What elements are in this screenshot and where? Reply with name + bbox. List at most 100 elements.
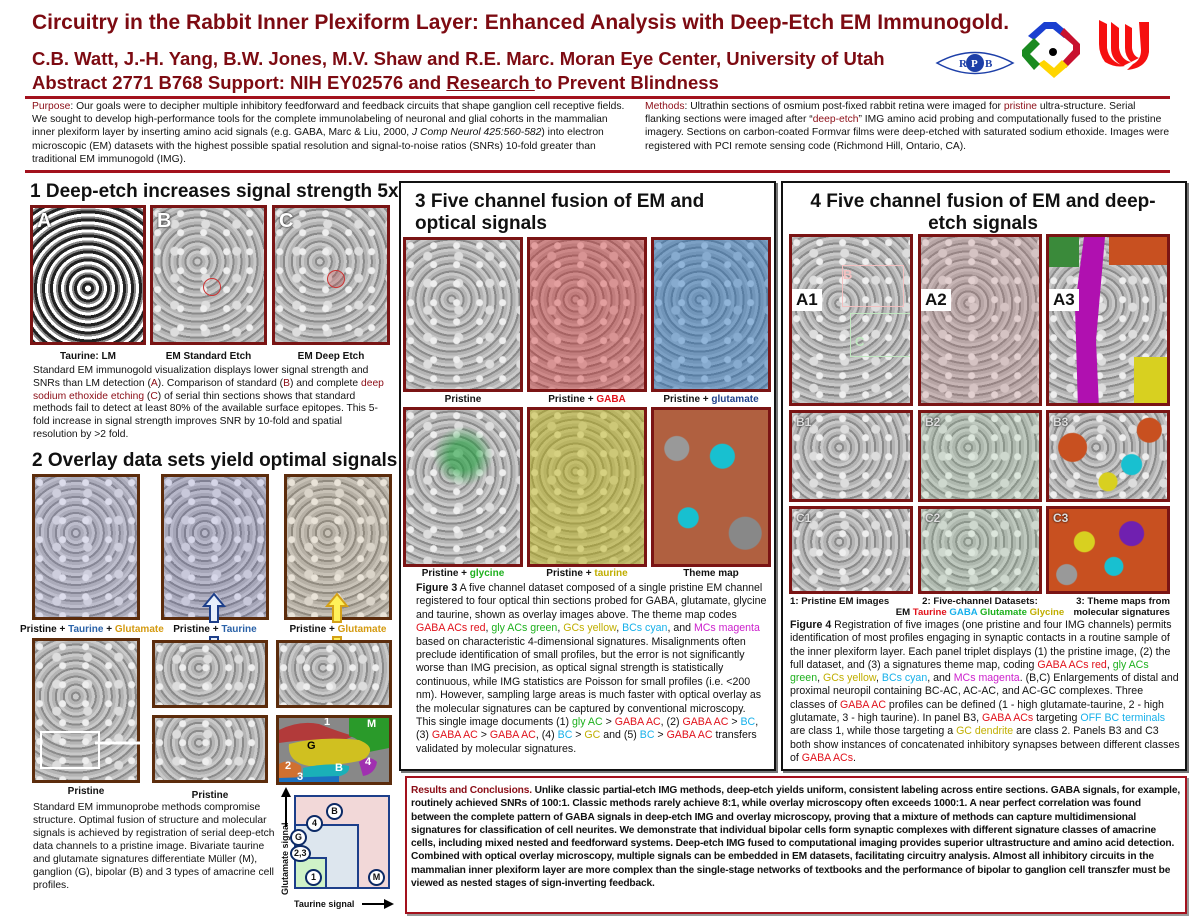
fig3-label: Pristine [403,394,523,405]
theme-map-image: 1 M G 2 4 B 3 [276,715,392,785]
panel-label: C2 [925,511,941,525]
panel-label: B3 [1053,415,1069,429]
text-segment: B [283,377,290,389]
text-segment: > [572,729,585,742]
text-segment: transfers validated by molecular signatu… [416,729,757,755]
fig3-glycine-image [403,407,523,567]
text-segment: BCs cyan [881,672,928,685]
text-segment: GABA [949,607,978,618]
text-segment: targeting [1033,712,1081,725]
fig4-a1-image: B C A1 [789,234,913,406]
fig4-c2-image: C2 [918,506,1042,594]
arrow-right-icon [95,737,153,749]
x-axis-label: Taurine signal [294,899,355,909]
text-segment: GABA ACs [801,751,854,764]
section3-title: 3 Five channel fusion of EM and optical … [415,191,705,234]
label-circle [203,278,221,296]
text-segment: Purpose [32,101,71,112]
panel-c-image: C [272,205,390,345]
text-segment: GABA AC [489,729,536,742]
panel-label: C3 [1053,511,1069,525]
text-segment: BC [557,729,573,742]
panel-label: A2 [921,289,951,311]
text-segment: , (3) [416,716,759,742]
arrow-right-icon [362,899,394,909]
class-marker: 2,3 [290,845,311,862]
text-segment: > [728,716,741,729]
fig3-label: Pristine + glycine [403,568,523,579]
text-segment: > [602,716,615,729]
text-segment: Pristine + [173,624,222,635]
text-segment: GABA AC [682,716,729,729]
text-segment: Glutamate [980,607,1027,618]
text-segment: Taurine [68,624,104,635]
text-segment: GCs yellow [563,622,617,635]
text-segment: ) of serial thin sections shows that sta… [33,390,378,440]
fig3-taurine-image [527,407,647,567]
text-segment: are class 2. Panels B3 and C3 both show … [790,725,1180,764]
text-segment: gly ACs green [790,658,1149,685]
results-text: Results and Conclusions. Unlike classic … [411,784,1181,890]
fig3-label: Pristine + GABA [527,394,647,405]
panel-caption: EM Standard Etch [165,351,252,362]
fig4-b3-image: B3 [1046,410,1170,502]
fig3-pristine-image [403,237,523,392]
inset-label: C [855,334,865,349]
text-segment: , and [927,672,954,685]
fig4-a2-image: A2 [918,234,1042,406]
fig3-gaba-image [527,237,647,392]
text-segment: Figure 4 [790,619,832,631]
text-segment: , [817,672,823,685]
section2-title: 2 Overlay data sets yield optimal signal… [32,450,398,471]
abstract-line: Abstract 2771 B768 Support: NIH EY02576 … [32,71,719,94]
section3-panel: 3 Five channel fusion of EM and optical … [399,181,776,771]
column-2-label: 2: Five-channel Datasets: [922,596,1038,607]
class-marker: M [368,869,385,886]
text-segment: Taurine [221,624,257,635]
pristine-label: Pristine [191,790,229,801]
text-segment: ) and complete [290,377,361,389]
text-segment: GABA AC [840,698,886,711]
text-segment: taurine [594,568,628,579]
text-segment: : Ultrathin sections of osmium post-fixe… [684,101,1004,112]
text-segment: Results and Conclusions. [411,785,532,796]
text-segment: > [654,729,667,742]
text-segment: deep sodium ethoxide etching [33,377,384,402]
text-segment: glutamate [711,394,759,405]
text-segment: Pristine + [20,624,69,635]
moran-eye-center-logo [1022,22,1080,78]
figure3-caption: Figure 3 A five channel dataset composed… [416,582,768,756]
taurine-detail-image [152,640,268,708]
label-circle [327,270,345,288]
text-segment: , [616,622,623,635]
methods-text: Methods: Ultrathin sections of osmium po… [645,100,1170,153]
purpose-text: Purpose: Our goals were to decipher mult… [32,100,632,166]
text-segment: deep-etch [812,114,859,126]
text-segment: GABA ACs red [416,622,486,635]
class-marker: B [326,803,343,820]
panel-letter: A [37,210,52,232]
text-segment: ) into electron microscopic (EM) dataset… [32,127,604,165]
panel-label: B1 [796,415,812,429]
text-segment: ” IMG amino acid probing and computation… [645,114,1170,152]
section1-text: Standard EM immunogold visualization dis… [33,365,388,442]
svg-text:B: B [985,58,993,70]
research-link[interactable]: Research [446,72,535,93]
results-panel: Results and Conclusions. Unlike classic … [405,776,1187,914]
svg-text:R: R [959,58,968,70]
pristine-label: Pristine [67,786,105,797]
text-segment: gly AC [572,716,603,729]
section4-title: 4 Five channel fusion of EM and deep-etc… [810,191,1156,234]
text-segment: , and [667,622,694,635]
text-segment: : Our goals were to decipher multiple in… [32,101,625,139]
text-segment: Figure 3 [416,582,458,594]
class-marker: G [290,829,307,846]
text-segment: A five channel dataset composed of a sin… [416,582,767,621]
glutamate-detail-image [276,640,392,708]
overlay-taurine-glutamate-image [32,474,140,620]
panel-a-image: A [30,205,146,345]
fig3-glutamate-image [651,237,771,392]
authors: C.B. Watt, J.-H. Yang, B.W. Jones, M.V. … [32,48,885,69]
inset-box-c: C [850,313,910,357]
text-segment: EM [895,607,913,618]
